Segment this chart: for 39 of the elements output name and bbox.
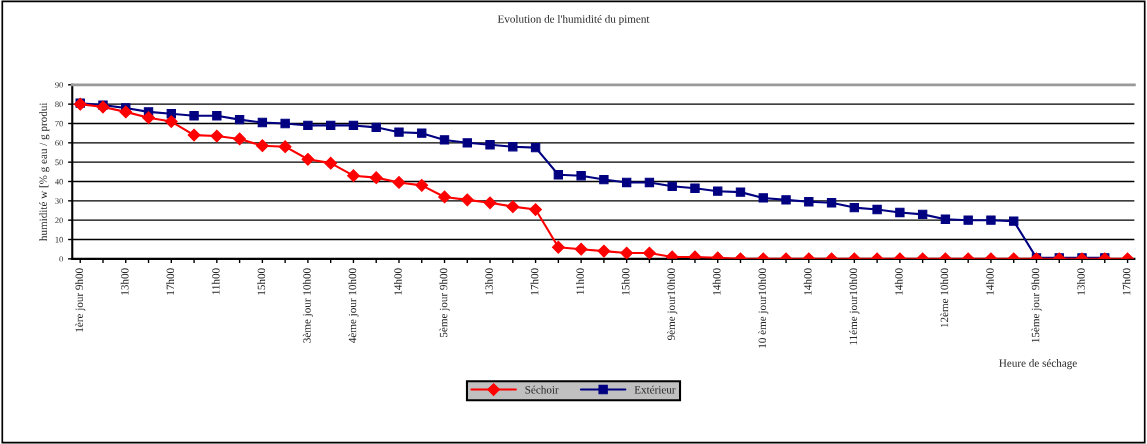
x-tick-label: 17h00 xyxy=(166,268,175,295)
y-tick-label: 70 xyxy=(55,120,63,127)
x-tick-label: 5ème jour 9h00 xyxy=(439,268,450,337)
x-tick-label: 13h00 xyxy=(1076,268,1085,295)
x-tick-label: 11éme jour10h00 xyxy=(849,268,860,345)
x-tick-label: 13h00 xyxy=(120,268,129,295)
x-tick-label: 3ème jour 10h00 xyxy=(302,268,313,343)
x-tick-label: 15h00 xyxy=(621,268,630,295)
y-tick-label: 80 xyxy=(55,101,63,108)
x-tick-label: 14h00 xyxy=(803,268,812,295)
y-tick-label: 40 xyxy=(55,178,63,185)
x-tick-label: 11h00 xyxy=(211,268,220,295)
y-tick-label: 10 xyxy=(55,236,63,243)
x-tick-label: 17h00 xyxy=(1122,268,1131,295)
x-tick-label: 11h00 xyxy=(576,268,584,295)
y-tick-label: 30 xyxy=(55,198,63,204)
x-tick-label: 15h00 xyxy=(257,268,266,295)
x-tick-label: 14h00 xyxy=(894,268,903,295)
y-tick-label: 60 xyxy=(55,140,63,146)
x-tick-label: 17h00 xyxy=(530,268,539,295)
x-tick-label: 13h00 xyxy=(485,268,493,295)
x-tick-label: 1ère jour 9h00 xyxy=(75,268,86,332)
x-tick-label: 14h00 xyxy=(712,268,721,295)
x-axis-title: Heure de séchage xyxy=(999,359,1077,370)
x-tick-label: 10 ème jour10h00 xyxy=(758,268,769,348)
legend-label: Extérieur xyxy=(634,385,676,394)
legend-label: Séchoir xyxy=(525,385,559,394)
y-tick-label: 20 xyxy=(55,217,63,224)
y-tick-label: 0 xyxy=(59,256,63,262)
x-tick-label: 15ème jour 9h00 xyxy=(1031,268,1042,343)
y-tick-label: 50 xyxy=(55,159,63,166)
x-tick-label: 12ème 10h00 xyxy=(940,268,949,328)
chart-title: Evolution de l'humidité du piment xyxy=(497,14,650,26)
y-axis-title: humidité w [% g eau / g produi xyxy=(39,102,50,241)
x-tick-label: 14h00 xyxy=(393,268,402,295)
x-tick-label: 4ème jour 10h00 xyxy=(348,268,359,343)
x-tick-label: 14h00 xyxy=(985,268,994,295)
y-tick-label: 90 xyxy=(55,82,63,88)
x-tick-label: 9ème jour10h00 xyxy=(667,268,678,341)
